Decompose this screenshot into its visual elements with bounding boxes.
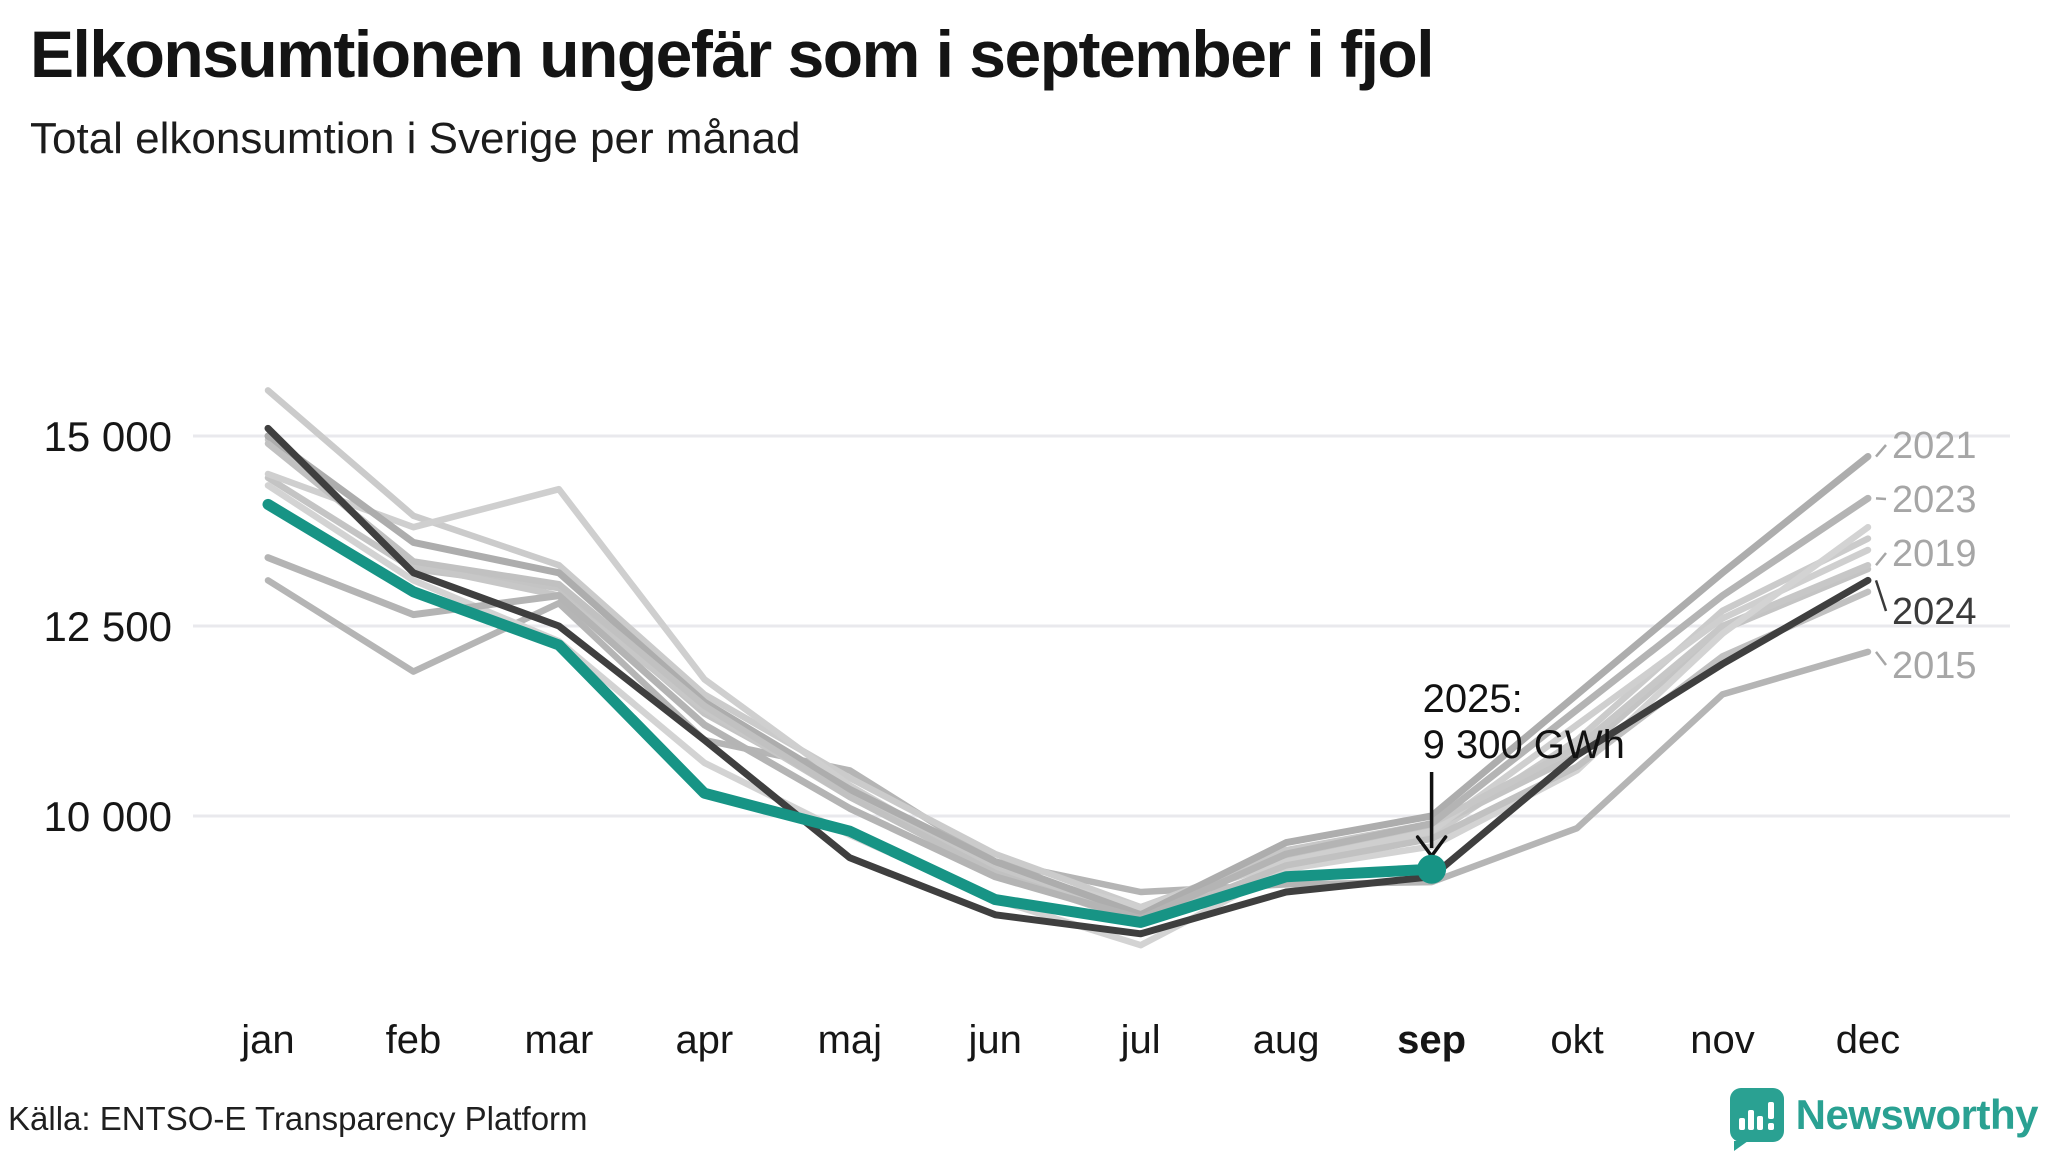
y-axis-label: 10 000 <box>44 793 172 840</box>
series-line-2025 <box>262 498 1438 928</box>
year-label-2015: 2015 <box>1892 645 1977 687</box>
x-axis-label-nov: nov <box>1690 1018 1755 1062</box>
label-leader-line <box>1874 580 1888 612</box>
year-label-2023: 2023 <box>1892 479 1977 521</box>
label-leader-line <box>1875 444 1887 458</box>
x-axis-label-mar: mar <box>524 1018 593 1062</box>
bar-chart-glyph <box>1756 1116 1763 1130</box>
annotation-line2: 9 300 GWh <box>1423 723 1625 767</box>
y-axis-label: 12 500 <box>44 603 172 650</box>
x-axis-label-jan: jan <box>240 1018 294 1062</box>
series-line-2018 <box>264 470 1872 911</box>
sep-2025-data-marker <box>1417 854 1447 884</box>
label-leader-line <box>1875 651 1887 666</box>
bar-chart-glyph <box>1738 1118 1745 1130</box>
year-label-2021: 2021 <box>1892 425 1977 467</box>
y-axis-label: 15 000 <box>44 413 172 460</box>
year-label-2019: 2019 <box>1892 533 1977 575</box>
x-axis-label-aug: aug <box>1253 1018 1320 1062</box>
source-note: Källa: ENTSO-E Transparency Platform <box>8 1100 588 1137</box>
annotation-line1: 2025: <box>1423 677 1523 721</box>
chart-title: Elkonsumtionen ungefär som i september i… <box>30 17 1435 91</box>
x-axis-label-dec: dec <box>1836 1018 1901 1062</box>
x-axis-label-jun: jun <box>968 1018 1022 1062</box>
x-axis-label-sep: sep <box>1397 1018 1466 1062</box>
speech-bubble-tail <box>1733 1141 1748 1151</box>
annotation-arrowhead <box>1415 835 1434 858</box>
series-line-2024 <box>264 424 1872 938</box>
year-label-2024: 2024 <box>1892 591 1977 633</box>
series-line-2022 <box>264 440 1872 926</box>
x-axis-label-jul: jul <box>1120 1018 1161 1062</box>
exclamation-glyph <box>1767 1102 1774 1130</box>
bar-chart-glyph <box>1747 1110 1754 1130</box>
label-leader-line <box>1875 552 1887 566</box>
series-line-2016 <box>264 387 1872 911</box>
series-line-2021 <box>264 432 1872 919</box>
chart-subtitle: Total elkonsumtion i Sverige per månad <box>30 114 801 163</box>
series-line-2023 <box>264 494 1872 923</box>
x-axis-label-feb: feb <box>386 1018 442 1062</box>
newsworthy-icon <box>1729 1088 1784 1151</box>
newsworthy-logo: Newsworthy <box>1729 1088 2039 1151</box>
newsworthy-wordmark: Newsworthy <box>1795 1091 2039 1138</box>
x-axis-label-okt: okt <box>1550 1018 1603 1062</box>
x-axis-label-apr: apr <box>675 1018 733 1062</box>
x-axis-label-maj: maj <box>818 1018 882 1062</box>
series-line-2019 <box>264 436 1872 922</box>
annotation-arrowhead <box>1429 835 1448 858</box>
label-leader-line <box>1875 497 1887 501</box>
